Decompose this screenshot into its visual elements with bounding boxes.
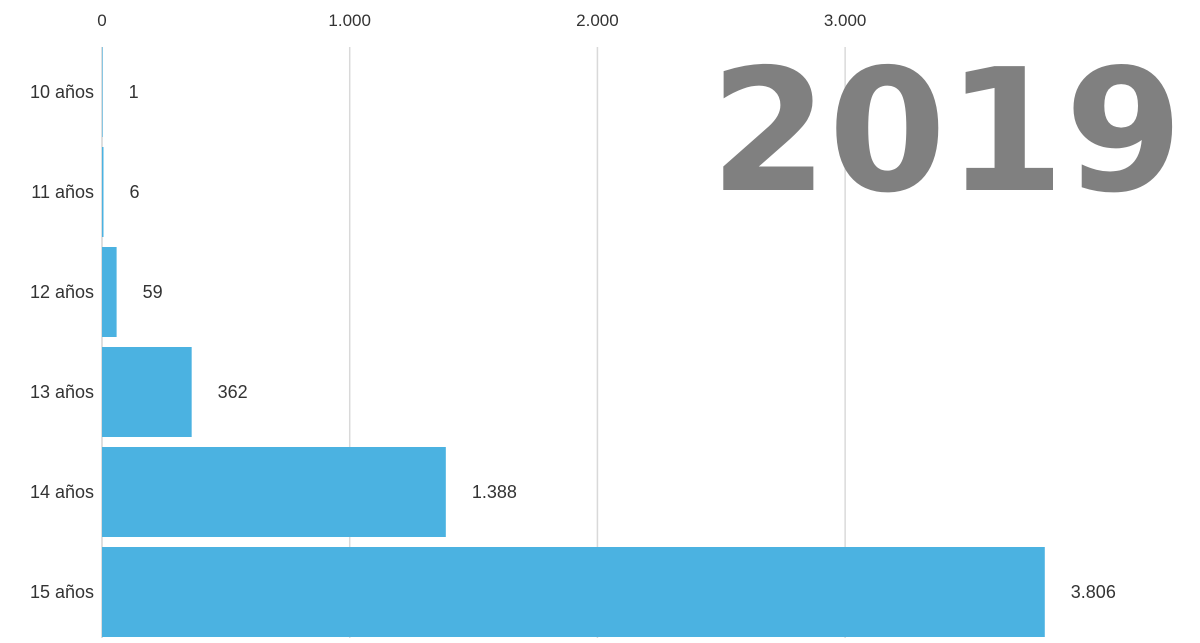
value-label: 1.388 bbox=[472, 482, 517, 502]
x-tick-label: 3.000 bbox=[824, 11, 867, 30]
labels-layer: 0 1.000 2.000 3.000 10 años 1 11 años 6 12 años 5… bbox=[30, 11, 1116, 602]
x-tick-label: 2.000 bbox=[576, 11, 619, 30]
bar bbox=[102, 247, 117, 337]
category-label: 13 años bbox=[30, 382, 94, 402]
year-label: 2019 bbox=[710, 33, 1183, 231]
bar bbox=[102, 47, 103, 137]
value-label: 59 bbox=[143, 282, 163, 302]
category-label: 14 años bbox=[30, 482, 94, 502]
value-label: 1 bbox=[129, 82, 139, 102]
value-label: 6 bbox=[129, 182, 139, 202]
category-label: 15 años bbox=[30, 582, 94, 602]
grid-layer bbox=[101, 47, 846, 638]
category-label: 12 años bbox=[30, 282, 94, 302]
category-label: 11 años bbox=[31, 182, 94, 202]
bar bbox=[102, 447, 446, 537]
bar bbox=[102, 547, 1045, 637]
bars-layer bbox=[102, 47, 1045, 637]
x-tick-label: 1.000 bbox=[328, 11, 371, 30]
x-tick-label: 0 bbox=[97, 11, 106, 30]
category-label: 10 años bbox=[30, 82, 94, 102]
bar bbox=[102, 347, 192, 437]
value-label: 362 bbox=[218, 382, 248, 402]
bar bbox=[102, 147, 104, 237]
value-label: 3.806 bbox=[1071, 582, 1116, 602]
